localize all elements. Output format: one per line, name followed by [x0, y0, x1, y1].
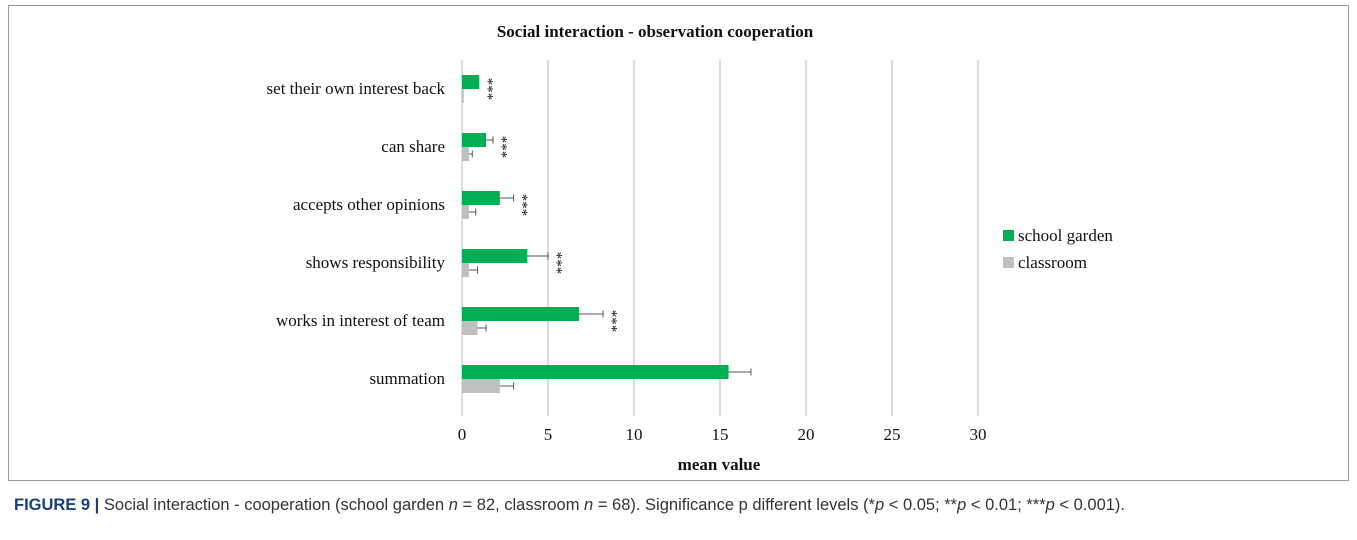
x-tick-label: 15	[712, 425, 729, 444]
bar-classroom	[462, 263, 469, 277]
significance-marker: ***	[499, 136, 515, 159]
bar-school-garden	[462, 75, 480, 89]
bar-classroom	[462, 89, 464, 103]
bars	[462, 75, 752, 393]
x-tick-label: 20	[798, 425, 815, 444]
category-label: works in interest of team	[276, 311, 445, 330]
caption-text: = 82, classroom	[457, 496, 585, 514]
caption-var: p	[1045, 496, 1055, 514]
chart-title: Social interaction - observation coopera…	[497, 22, 814, 41]
bar-chart: Social interaction - observation coopera…	[267, 22, 1114, 474]
category-label: summation	[369, 369, 445, 388]
category-label: can share	[381, 137, 445, 156]
bar-school-garden	[462, 249, 528, 263]
caption-text: = 68). Significance p different levels (…	[593, 496, 875, 514]
legend-swatch	[1003, 230, 1014, 241]
figure-frame	[8, 5, 1349, 481]
bar-school-garden	[462, 133, 487, 147]
caption-var: n	[448, 496, 458, 514]
bar-classroom	[462, 205, 469, 219]
caption-text: < 0.001).	[1054, 496, 1126, 514]
bar-classroom	[462, 321, 478, 335]
bar-classroom	[462, 379, 500, 393]
significance-marker: ***	[609, 310, 625, 333]
category-label: set their own interest back	[267, 79, 446, 98]
caption-label: FIGURE 9 |	[14, 496, 100, 514]
legend-swatch	[1003, 257, 1014, 268]
gridlines	[461, 60, 979, 416]
x-tick-label: 5	[544, 425, 553, 444]
bar-school-garden	[462, 307, 579, 321]
bar-school-garden	[462, 191, 500, 205]
x-tick-labels: 0 5 10 15 20 25 30	[458, 425, 987, 444]
bar-school-garden	[462, 365, 729, 379]
bar-classroom	[462, 147, 469, 161]
caption-text: < 0.01; ***	[966, 496, 1046, 514]
figure-caption: FIGURE 9 | Social interaction - cooperat…	[14, 496, 1344, 515]
x-tick-label: 30	[970, 425, 987, 444]
category-label: shows responsibility	[306, 253, 446, 272]
caption-var: n	[584, 496, 594, 514]
caption-text: < 0.05; **	[884, 496, 958, 514]
legend: school garden classroom	[1003, 226, 1113, 272]
caption-var: p	[957, 496, 967, 514]
significance-markers: *** *** *** *** ***	[485, 78, 625, 333]
x-tick-label: 25	[884, 425, 901, 444]
category-labels: set their own interest back can share acce…	[267, 79, 446, 388]
significance-marker: ***	[554, 252, 570, 275]
category-label: accepts other opinions	[293, 195, 445, 214]
significance-marker: ***	[520, 194, 536, 217]
x-axis-label: mean value	[678, 455, 761, 474]
x-tick-label: 0	[458, 425, 467, 444]
legend-label: classroom	[1018, 253, 1087, 272]
legend-label: school garden	[1018, 226, 1113, 245]
x-tick-label: 10	[626, 425, 643, 444]
caption-text: Social interaction - cooperation (school…	[99, 496, 449, 514]
caption-var: p	[874, 496, 885, 514]
significance-marker: ***	[485, 78, 501, 101]
